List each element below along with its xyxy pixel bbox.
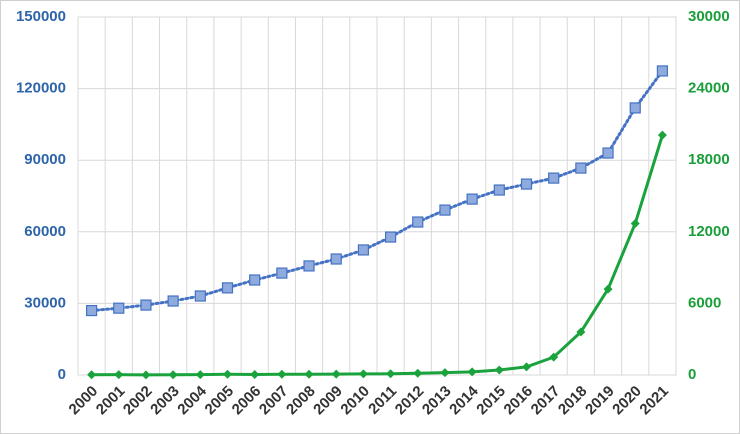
marker (330, 253, 342, 265)
y2-tick-label: 0 (688, 366, 696, 383)
marker (576, 327, 586, 337)
marker (386, 369, 396, 379)
marker (629, 102, 641, 114)
marker (87, 370, 97, 380)
marker (276, 267, 288, 279)
marker (467, 367, 477, 377)
marker (304, 369, 314, 379)
marker (141, 370, 151, 380)
marker (168, 370, 178, 380)
marker (250, 370, 260, 380)
marker (656, 65, 669, 77)
y-tick-label: 150000 (16, 8, 66, 25)
marker (549, 352, 559, 362)
marker (440, 368, 450, 378)
marker (277, 369, 287, 379)
marker (466, 193, 478, 205)
marker (630, 218, 640, 228)
marker (221, 282, 234, 294)
marker (603, 284, 613, 294)
marker (113, 302, 125, 314)
marker (249, 274, 261, 286)
y-tick-label: 60000 (24, 223, 66, 240)
marker (223, 369, 232, 379)
marker (195, 370, 205, 380)
y-tick-label: 30000 (24, 294, 66, 311)
marker (384, 231, 397, 243)
marker (494, 365, 504, 375)
y2-tick-label: 18000 (688, 151, 730, 168)
marker (522, 362, 531, 372)
series-line (91, 134, 664, 377)
marker (357, 244, 370, 256)
marker (167, 295, 179, 307)
marker (358, 369, 368, 379)
marker (412, 216, 424, 228)
marker (548, 172, 560, 184)
marker (194, 290, 206, 302)
marker (114, 370, 124, 380)
marker (493, 184, 505, 196)
marker (413, 368, 423, 378)
series-line (90, 69, 664, 313)
marker (85, 304, 98, 317)
marker (520, 178, 533, 190)
marker (602, 147, 614, 159)
y2-tick-label: 6000 (688, 294, 721, 311)
marker (303, 260, 315, 272)
y-tick-label: 90000 (24, 151, 66, 168)
marker (439, 204, 451, 216)
y2-tick-label: 12000 (688, 223, 730, 240)
marker (331, 369, 341, 379)
y-tick-label: 0 (58, 366, 66, 383)
y2-tick-label: 30000 (688, 8, 730, 25)
marker (575, 162, 587, 174)
y-tick-label: 120000 (16, 80, 66, 97)
marker (657, 130, 667, 140)
y2-tick-label: 24000 (688, 80, 730, 97)
marker (140, 299, 152, 311)
